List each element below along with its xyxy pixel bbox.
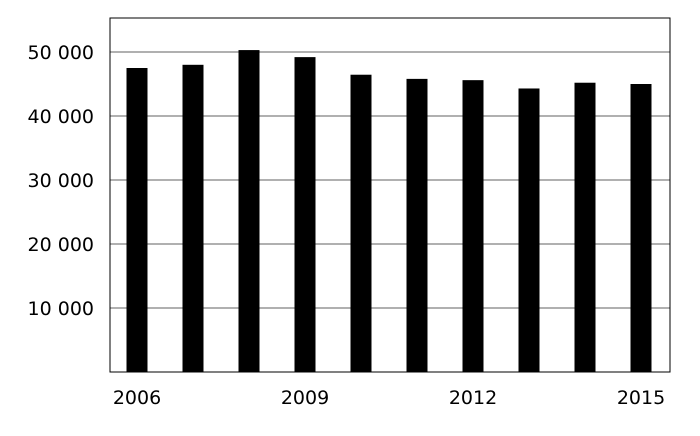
- bar-2013: [518, 88, 540, 372]
- bar-2007: [182, 64, 204, 373]
- y-tick-label: 10 000: [28, 298, 94, 320]
- bar-2008: [238, 50, 260, 373]
- y-tick-label: 50 000: [28, 42, 94, 64]
- bar-2006: [126, 68, 148, 372]
- x-tick-label: 2015: [617, 387, 665, 409]
- x-tick-label: 2006: [113, 387, 161, 409]
- bar-2015: [630, 84, 652, 372]
- bar-2014: [574, 82, 596, 372]
- bar-2010: [350, 74, 372, 372]
- bar-2011: [406, 78, 428, 372]
- x-tick-label: 2012: [449, 387, 497, 409]
- x-tick-label: 2009: [281, 387, 329, 409]
- y-tick-label: 40 000: [28, 106, 94, 128]
- bar-2012: [462, 80, 484, 372]
- bar-2009: [294, 57, 316, 373]
- plot-frame: [109, 17, 671, 373]
- y-tick-label: 20 000: [28, 234, 94, 256]
- y-tick-label: 30 000: [28, 170, 94, 192]
